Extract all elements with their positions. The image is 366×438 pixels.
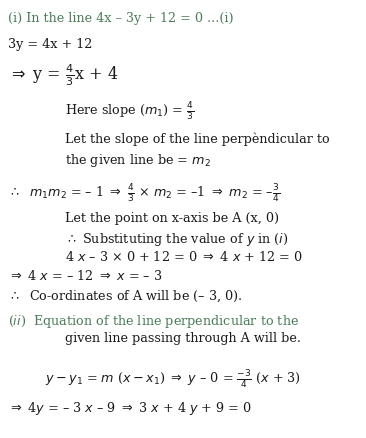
Text: Let the point on x-axis be A (x, 0): Let the point on x-axis be A (x, 0) [65, 212, 279, 225]
Text: given line passing through A will be.: given line passing through A will be. [65, 332, 301, 345]
Text: ($ii$)  Equation of the line perpendicular to the: ($ii$) Equation of the line perpendicula… [8, 313, 299, 330]
Text: $\Rightarrow$ y = $\frac{4}{3}$x + 4: $\Rightarrow$ y = $\frac{4}{3}$x + 4 [8, 62, 119, 88]
Text: 4 $x$ – 3 × 0 + 12 = 0 $\Rightarrow$ 4 $x$ + 12 = 0: 4 $x$ – 3 × 0 + 12 = 0 $\Rightarrow$ 4 $… [65, 250, 303, 264]
Text: (i) In the line 4x – 3y + 12 = 0 ...(i): (i) In the line 4x – 3y + 12 = 0 ...(i) [8, 12, 234, 25]
Text: $y - y_1$ = $m$ ($x - x_1$) $\Rightarrow$ $y$ – 0 = $\frac{-3}{4}$ ($x$ + 3): $y - y_1$ = $m$ ($x - x_1$) $\Rightarrow… [45, 368, 301, 390]
Text: $\therefore$ Substituting the value of $y$ in ($i$): $\therefore$ Substituting the value of $… [65, 231, 288, 248]
Text: $\Rightarrow$ 4$y$ = – 3 $x$ – 9 $\Rightarrow$ 3 $x$ + 4 $y$ + 9 = 0: $\Rightarrow$ 4$y$ = – 3 $x$ – 9 $\Right… [8, 400, 252, 417]
Text: $\therefore$  Co-ordinates of A will be (– 3, 0).: $\therefore$ Co-ordinates of A will be (… [8, 289, 242, 304]
Text: the given line be = $m_2$: the given line be = $m_2$ [65, 152, 211, 169]
Text: Let the slope of the line perpèndicular to: Let the slope of the line perpèndicular … [65, 133, 330, 146]
Text: 3y = 4x + 12: 3y = 4x + 12 [8, 38, 92, 51]
Text: $\therefore$  $m_1m_2$ = – 1 $\Rightarrow$ $\frac{4}{3}$ × $m_2$ = –1 $\Rightarr: $\therefore$ $m_1m_2$ = – 1 $\Rightarrow… [8, 182, 280, 204]
Text: $\Rightarrow$ 4 $x$ = – 12 $\Rightarrow$ $x$ = – 3: $\Rightarrow$ 4 $x$ = – 12 $\Rightarrow$… [8, 269, 163, 283]
Text: Here slope ($m_1$) = $\frac{4}{3}$: Here slope ($m_1$) = $\frac{4}{3}$ [65, 100, 194, 122]
